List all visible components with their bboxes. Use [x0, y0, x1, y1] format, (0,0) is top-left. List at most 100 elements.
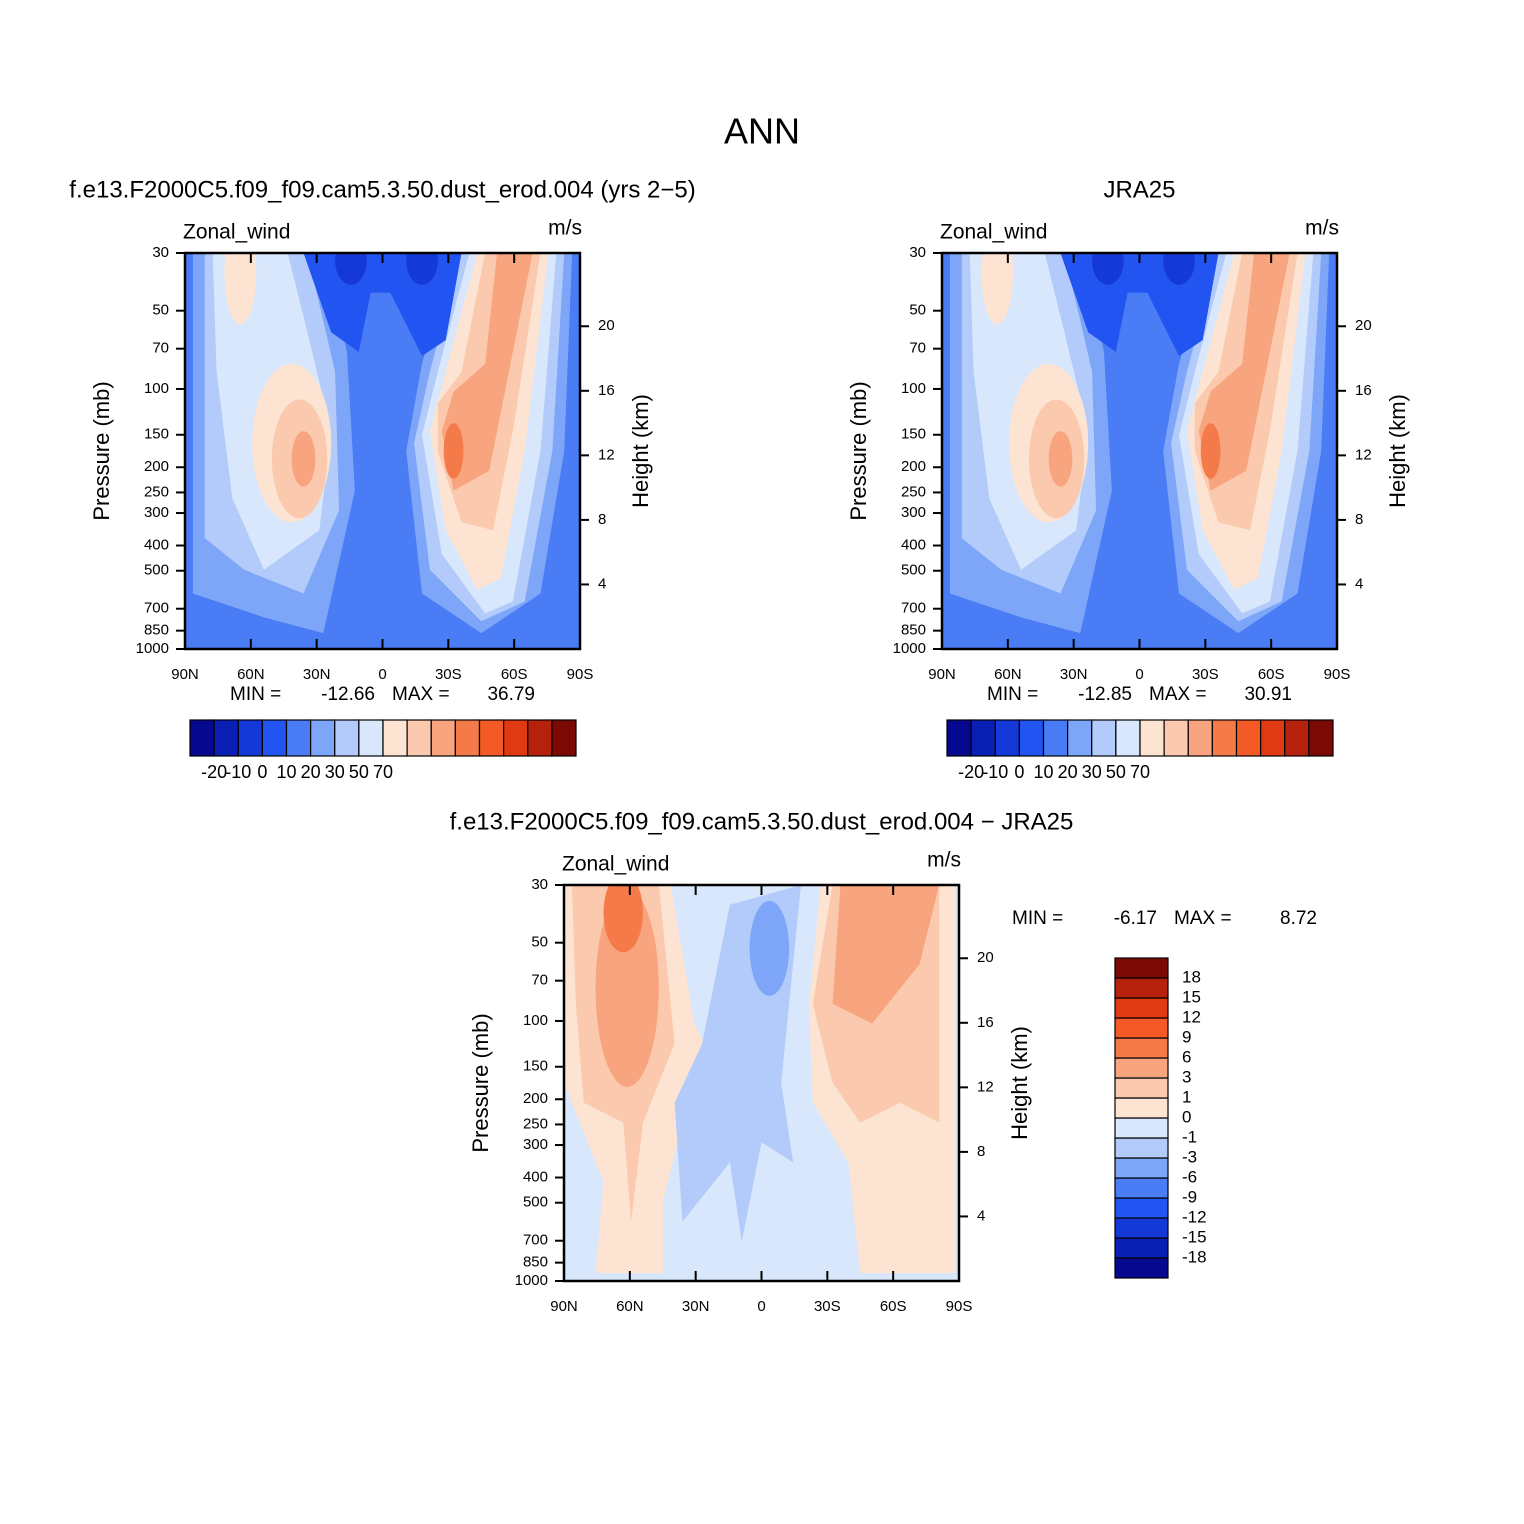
y-tick-label: 250	[901, 483, 926, 500]
colorbar-box	[1211, 719, 1238, 757]
colorbar-label: 1	[1182, 1087, 1191, 1106]
y-tick-label: 1000	[515, 1272, 548, 1289]
colorbar-box	[1114, 1077, 1169, 1099]
y-tick-label: 70	[152, 340, 169, 357]
x-tick-label: 30N	[1060, 666, 1088, 683]
colorbar-box	[261, 719, 288, 757]
colorbar-box	[454, 719, 481, 757]
right-label: m/s	[1305, 217, 1339, 240]
colorbar-box	[1284, 719, 1310, 757]
colorbar-label: 70	[373, 762, 393, 782]
x-tick-label: 0	[378, 666, 386, 683]
colorbar-box	[478, 719, 505, 757]
panel-title: f.e13.F2000C5.f09_f09.cam5.3.50.dust_ero…	[69, 176, 695, 203]
contour-fill	[291, 431, 316, 487]
colorbar-label: 50	[1106, 762, 1126, 782]
colorbar-box	[551, 719, 577, 757]
y-tick-label: 850	[523, 1254, 548, 1271]
colorbar-box	[994, 719, 1020, 757]
contour-field	[942, 253, 1337, 649]
colorbar-box	[1115, 719, 1141, 757]
colorbar-box	[1042, 719, 1069, 757]
colorbar-label: -10	[225, 762, 251, 782]
left-label: Zonal_wind	[183, 221, 290, 244]
y2-tick-label: 20	[598, 317, 615, 334]
min-label: MIN =	[987, 684, 1038, 705]
colorbar-box	[285, 719, 312, 757]
colorbar-label: 20	[301, 762, 321, 782]
colorbar-label: -12	[1182, 1207, 1207, 1226]
colorbar-box	[213, 719, 239, 757]
y-tick-label: 850	[901, 622, 926, 639]
y-tick-label: 200	[144, 458, 169, 475]
y2-tick-label: 20	[1355, 317, 1372, 334]
colorbar-box	[1114, 1217, 1169, 1239]
y2-tick-label: 16	[598, 382, 615, 399]
colorbar-label: -20	[201, 762, 227, 782]
y-tick-label: 400	[523, 1168, 548, 1185]
x-tick-label: 60N	[616, 1298, 644, 1315]
y-tick-label: 200	[901, 458, 926, 475]
y2-axis-label: Height (km)	[1007, 1026, 1032, 1140]
colorbar-box	[527, 719, 553, 757]
x-tick-label: 30S	[814, 1298, 841, 1315]
colorbar-label: 18	[1182, 967, 1201, 986]
min-value: -12.85	[1078, 684, 1132, 705]
y-tick-label: 500	[523, 1194, 548, 1211]
colorbar-box	[430, 719, 456, 757]
x-tick-label: 60N	[237, 666, 265, 683]
colorbar-box	[1187, 719, 1213, 757]
contour-fill	[224, 253, 257, 325]
x-tick-label: 90S	[946, 1298, 973, 1315]
colorbar-box	[1114, 1097, 1169, 1119]
y2-tick-label: 8	[1355, 511, 1363, 528]
x-tick-label: 60S	[501, 666, 528, 683]
contour-fill	[1048, 431, 1073, 487]
x-tick-label: 0	[757, 1298, 765, 1315]
colorbar-box	[189, 719, 215, 757]
contour-fill	[1092, 253, 1124, 285]
colorbar-box	[382, 719, 408, 757]
y-tick-label: 250	[523, 1115, 548, 1132]
y-tick-label: 300	[144, 504, 169, 521]
x-tick-label: 30S	[1192, 666, 1219, 683]
y-tick-label: 1000	[136, 640, 169, 657]
colorbar-box	[310, 719, 336, 757]
colorbar-label: -10	[982, 762, 1008, 782]
colorbar-box	[1114, 1257, 1169, 1279]
y-axis-label: Pressure (mb)	[89, 381, 114, 520]
colorbar-label: 0	[1014, 762, 1024, 782]
x-tick-label: 60N	[994, 666, 1022, 683]
colorbar-label: 15	[1182, 987, 1201, 1006]
y-tick-label: 300	[523, 1136, 548, 1153]
colorbar-box	[1235, 719, 1262, 757]
contour-fill	[443, 423, 464, 479]
max-label: MAX =	[1149, 684, 1207, 705]
colorbar-box	[1114, 957, 1169, 979]
y-tick-label: 70	[531, 972, 548, 989]
max-value: 30.91	[1244, 684, 1292, 705]
colorbar-label: 0	[1182, 1107, 1191, 1126]
x-tick-label: 60S	[880, 1298, 907, 1315]
colorbar-box	[1308, 719, 1334, 757]
max-label: MAX =	[1174, 908, 1232, 929]
y-tick-label: 1000	[893, 640, 926, 657]
colorbar-label: -1	[1182, 1127, 1197, 1146]
colorbar-label: -6	[1182, 1167, 1197, 1186]
y-tick-label: 400	[144, 536, 169, 553]
y2-tick-label: 4	[977, 1207, 985, 1224]
colorbar-label: 20	[1058, 762, 1078, 782]
panel-title: f.e13.F2000C5.f09_f09.cam5.3.50.dust_ero…	[450, 808, 1074, 835]
contour-fill	[1163, 253, 1195, 285]
colorbar-box	[1114, 1017, 1169, 1039]
colorbar-label: -15	[1182, 1227, 1207, 1246]
y2-tick-label: 16	[1355, 382, 1372, 399]
colorbar-box	[946, 719, 972, 757]
contour-fill	[832, 885, 940, 1024]
y-tick-label: 100	[144, 380, 169, 397]
colorbar-label: 10	[276, 762, 296, 782]
min-label: MIN =	[1012, 908, 1063, 929]
y-tick-label: 150	[901, 426, 926, 443]
contour-fill	[441, 253, 533, 491]
